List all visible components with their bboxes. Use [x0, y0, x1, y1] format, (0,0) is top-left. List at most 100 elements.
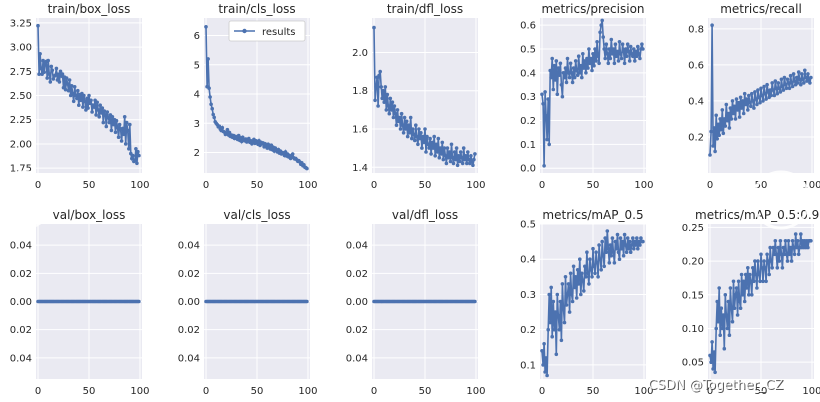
y-tick-label: 0.1: [520, 140, 536, 151]
data-point: [808, 81, 812, 85]
data-point: [449, 142, 454, 147]
data-point: [779, 252, 784, 257]
y-tick-label: 0.2: [688, 132, 704, 143]
data-point: [83, 99, 87, 104]
data-point: [578, 257, 582, 262]
data-point: [794, 245, 799, 250]
data-point: [586, 271, 590, 276]
data-point: [773, 239, 778, 243]
data-point: [726, 111, 731, 116]
data-point: [131, 153, 135, 158]
data-point: [442, 146, 447, 150]
data-point: [750, 293, 754, 297]
data-point: [777, 86, 782, 91]
data-point: [732, 104, 737, 109]
y-tick-label: 0.20: [682, 257, 704, 268]
data-point: [619, 56, 624, 61]
data-point: [769, 259, 773, 263]
data-point: [782, 75, 787, 80]
data-point: [725, 326, 730, 331]
y-tick-label: 0.02: [178, 269, 200, 280]
data-point: [609, 253, 614, 258]
prev-slide-button[interactable]: [0, 170, 54, 230]
data-point: [713, 370, 717, 375]
data-point: [567, 310, 572, 314]
data-point: [791, 245, 796, 250]
y-tick-label: 2.0: [352, 48, 368, 59]
data-point: [760, 266, 764, 270]
data-point: [800, 72, 804, 76]
data-point: [757, 272, 761, 277]
data-point: [750, 91, 754, 96]
data-point: [784, 252, 789, 257]
data-point: [454, 146, 459, 150]
data-point: [759, 252, 763, 257]
data-point: [564, 303, 569, 307]
data-point: [85, 96, 89, 101]
data-point: [136, 149, 140, 154]
watermark: CSDN @Together_CZ: [648, 378, 783, 393]
data-point: [621, 253, 626, 258]
data-point: [625, 236, 630, 240]
data-point: [579, 63, 583, 68]
data-point: [580, 75, 584, 80]
data-point: [587, 282, 591, 286]
data-point: [582, 289, 586, 293]
x-tick-label: 100: [298, 386, 317, 397]
y-tick-label: 0.04: [10, 241, 32, 252]
data-point: [445, 146, 450, 150]
data-point: [568, 271, 573, 276]
data-point: [455, 163, 460, 168]
data-point: [774, 252, 779, 257]
data-point: [725, 118, 730, 123]
data-point: [109, 128, 114, 133]
data-point: [604, 42, 609, 46]
data-point: [765, 252, 769, 257]
data-point: [405, 134, 410, 139]
data-point: [578, 71, 582, 75]
data-point: [432, 134, 437, 139]
y-tick-label: 0.02: [10, 269, 32, 280]
chart-title: val/cls_loss: [223, 208, 290, 222]
data-point: [437, 155, 442, 160]
data-point: [626, 49, 631, 54]
data-point: [611, 250, 616, 254]
y-tick-label: 0.1: [520, 360, 536, 371]
data-point: [564, 80, 569, 85]
data-point: [290, 152, 295, 156]
data-point: [742, 91, 747, 96]
data-point: [632, 246, 636, 251]
data-point: [110, 115, 115, 119]
chart-panel: 0 50 1000.050.100.150.200.25metrics/mAP_0.…: [682, 208, 820, 397]
data-point: [641, 239, 645, 244]
data-point: [607, 47, 612, 51]
data-point: [628, 250, 633, 254]
data-point: [781, 245, 786, 250]
data-point: [212, 115, 216, 120]
data-point: [396, 119, 401, 124]
data-point: [603, 236, 607, 240]
y-tick-label: 0.5: [520, 220, 536, 231]
data-point: [540, 349, 544, 353]
data-point: [792, 252, 797, 257]
y-tick-label: 0.00: [346, 297, 368, 308]
data-point: [209, 102, 213, 107]
data-point: [471, 163, 475, 168]
x-tick-label: 50: [419, 386, 432, 397]
next-slide-button[interactable]: [751, 170, 811, 230]
data-point: [402, 115, 407, 120]
data-point: [780, 266, 785, 270]
chevron-right-icon: [773, 184, 789, 216]
data-point: [708, 153, 712, 157]
data-point: [605, 52, 610, 56]
data-point: [631, 236, 635, 240]
data-point: [744, 286, 749, 290]
data-point: [559, 83, 564, 87]
data-point: [576, 282, 581, 286]
data-point: [632, 47, 636, 51]
data-point: [207, 86, 211, 90]
x-tick-label: 50: [251, 180, 264, 191]
data-point: [428, 136, 432, 141]
data-point: [717, 133, 721, 137]
data-point: [736, 100, 741, 105]
